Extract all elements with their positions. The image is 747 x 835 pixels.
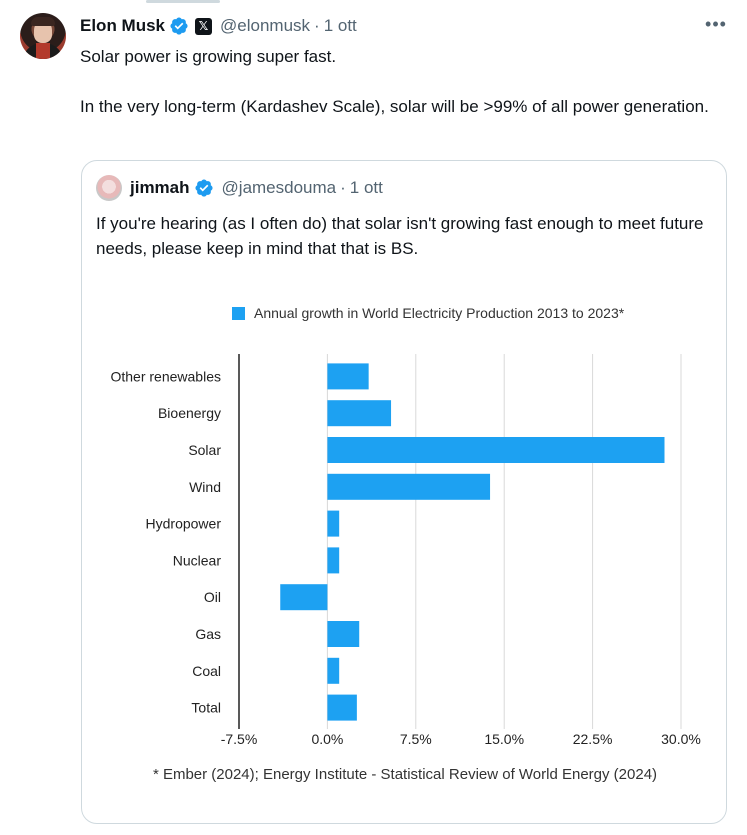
- verified-badge-icon: [194, 179, 213, 197]
- quoted-tweet-text: If you're hearing (as I often do) that s…: [96, 214, 704, 258]
- legend-label: Annual growth in World Electricity Produ…: [254, 305, 625, 321]
- x-tick-label: 22.5%: [573, 731, 613, 747]
- category-label: Nuclear: [173, 552, 222, 568]
- tweet-text: Solar power is growing super fast. In th…: [80, 44, 720, 119]
- bar-other-renewables: [327, 363, 369, 390]
- bar-bioenergy: [327, 400, 392, 427]
- bar-solar: [327, 437, 665, 463]
- x-tick-label: 15.0%: [484, 731, 524, 747]
- quoted-author-avatar[interactable]: [96, 175, 122, 201]
- separator-dot: ·: [314, 16, 320, 35]
- category-label: Other renewables: [110, 368, 221, 384]
- author-handle[interactable]: @elonmusk: [220, 16, 311, 35]
- x-tick-label: 7.5%: [400, 731, 432, 747]
- category-label: Total: [191, 700, 221, 716]
- x-tick-label: 30.0%: [661, 731, 701, 747]
- bar-total: [327, 694, 357, 721]
- category-label: Oil: [204, 589, 221, 605]
- bar-wind: [327, 473, 491, 500]
- bar-nuclear: [327, 547, 340, 574]
- x-tick-label: 0.0%: [311, 731, 343, 747]
- x-tick-label: -7.5%: [221, 731, 258, 747]
- chart-legend: Annual growth in World Electricity Produ…: [232, 305, 624, 321]
- category-label: Bioenergy: [158, 405, 221, 421]
- chart-footnote: * Ember (2024); Energy Institute - Stati…: [152, 766, 658, 783]
- bar-oil: [280, 584, 328, 611]
- category-label: Gas: [195, 626, 221, 642]
- quoted-tweet-header: jimmah @jamesdouma · 1 ott: [130, 178, 383, 198]
- tweet-text-line: Solar power is growing super fast.: [80, 47, 337, 66]
- separator-dot: ·: [340, 178, 346, 197]
- legend-swatch: [232, 306, 245, 320]
- tab-indicator: [146, 0, 220, 3]
- category-label: Solar: [188, 442, 221, 458]
- verified-badge-icon: [170, 17, 188, 35]
- quoted-author-handle[interactable]: @jamesdouma: [221, 178, 337, 197]
- quoted-tweet[interactable]: jimmah @jamesdouma · 1 ott If you're hea…: [81, 160, 727, 824]
- more-options-icon[interactable]: •••: [705, 14, 727, 34]
- quoted-tweet-time[interactable]: 1 ott: [349, 178, 383, 197]
- tweet-text-line: In the very long-term (Kardashev Scale),…: [80, 97, 709, 116]
- x-affiliate-icon: 𝕏: [195, 17, 213, 35]
- bar-coal: [327, 657, 340, 684]
- quoted-author-name[interactable]: jimmah: [130, 178, 190, 197]
- bar-gas: [327, 621, 360, 647]
- category-label: Coal: [192, 663, 221, 679]
- tweet-header: Elon Musk 𝕏 @elonmusk · 1 ott: [80, 15, 357, 37]
- growth-bar-chart[interactable]: Annual growth in World Electricity Produ…: [82, 281, 726, 823]
- author-avatar[interactable]: [20, 13, 66, 59]
- author-name[interactable]: Elon Musk: [80, 16, 166, 35]
- tweet-time[interactable]: 1 ott: [323, 16, 357, 35]
- category-label: Hydropower: [146, 516, 222, 532]
- bar-hydropower: [327, 510, 340, 537]
- chart-plot: Other renewables Bioenergy Solar Wind Hydrop…: [110, 354, 701, 747]
- category-label: Wind: [189, 479, 221, 495]
